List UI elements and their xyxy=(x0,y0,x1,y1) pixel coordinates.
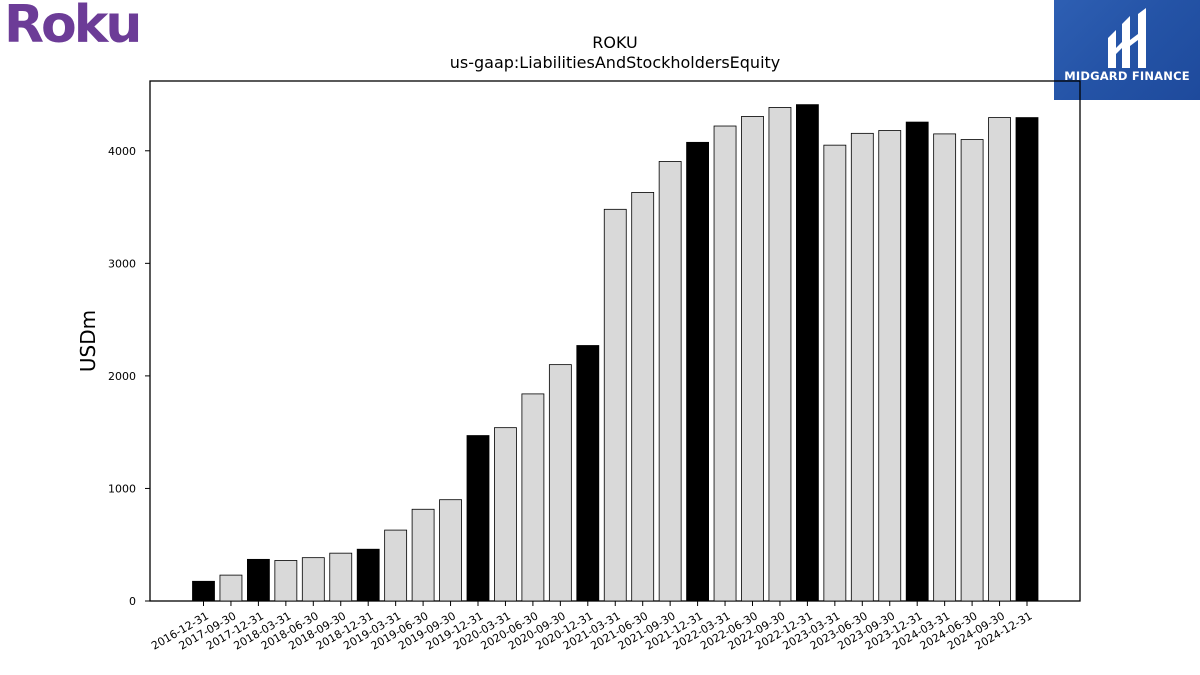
bar xyxy=(878,130,902,602)
bar xyxy=(1015,117,1039,602)
bar xyxy=(686,141,709,602)
bar xyxy=(768,107,792,602)
bar xyxy=(823,144,847,602)
y-tick-label: 1000 xyxy=(108,482,136,495)
bar xyxy=(796,104,819,602)
chart-title: ROKU xyxy=(592,33,637,52)
bar xyxy=(192,580,215,602)
bar xyxy=(988,117,1011,602)
bar xyxy=(548,364,572,602)
y-tick-label: 2000 xyxy=(108,370,136,383)
bar xyxy=(274,560,298,602)
y-tick-label: 0 xyxy=(129,595,136,608)
y-tick-label: 4000 xyxy=(108,145,136,158)
bar xyxy=(933,133,957,602)
bar xyxy=(850,132,874,602)
y-tick-label: 3000 xyxy=(108,257,136,270)
bar xyxy=(384,529,408,602)
bar xyxy=(658,161,682,602)
midgard-finance-badge: MIDGARD FINANCE xyxy=(1054,0,1200,100)
bar xyxy=(246,558,270,602)
y-axis-label: USDm xyxy=(76,310,100,372)
bar xyxy=(713,125,737,602)
roku-logo: Roku xyxy=(4,0,142,55)
bar xyxy=(439,499,462,602)
bar xyxy=(960,139,984,602)
bar xyxy=(466,435,490,602)
bar xyxy=(603,208,627,602)
bar xyxy=(905,121,929,602)
bar xyxy=(219,574,243,602)
bar xyxy=(356,548,380,602)
badge-text: MIDGARD FINANCE xyxy=(1064,69,1190,83)
chart-subtitle: us-gaap:LiabilitiesAndStockholdersEquity xyxy=(450,53,781,72)
bar xyxy=(411,508,435,602)
bar xyxy=(576,345,600,602)
bar xyxy=(494,427,517,602)
bar xyxy=(741,116,764,602)
bar xyxy=(631,192,655,602)
bar xyxy=(301,557,325,602)
bar xyxy=(521,393,545,602)
bar xyxy=(329,552,353,602)
midgard-logo-icon xyxy=(1108,8,1146,68)
plot-area: 010002000300040002016-12-312017-09-30201… xyxy=(108,80,1081,653)
